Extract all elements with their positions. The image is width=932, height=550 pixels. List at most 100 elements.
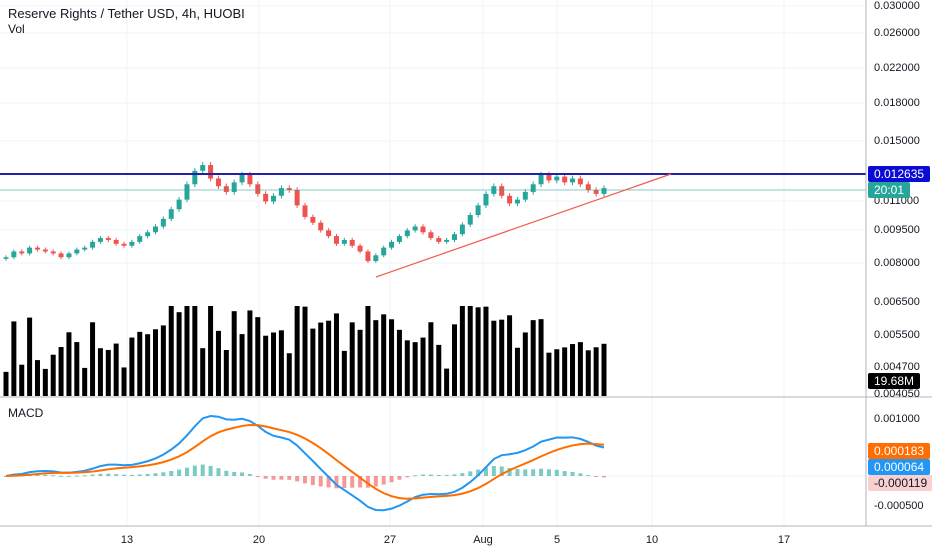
candle-body — [444, 239, 450, 242]
histogram-bar — [381, 476, 386, 485]
histogram-bar — [82, 475, 87, 477]
grid — [0, 0, 866, 526]
volume-bar — [247, 310, 253, 396]
volume-bar — [436, 344, 442, 396]
candle-body — [412, 226, 418, 231]
histogram-bar — [287, 476, 292, 480]
volume-bar — [255, 317, 261, 396]
volume-bar — [286, 353, 292, 396]
candle-body — [530, 184, 536, 192]
volume-bar — [160, 325, 166, 396]
price-tick: 0.011000 — [874, 195, 920, 207]
trendline[interactable] — [375, 173, 672, 278]
histogram-bar — [153, 473, 158, 476]
volume-bar — [483, 306, 489, 396]
volume-bar — [145, 334, 151, 396]
volume-bar — [113, 343, 119, 396]
candle-body — [593, 190, 599, 194]
candle-body — [459, 224, 465, 235]
histogram-bar — [114, 474, 119, 476]
histogram-bar — [365, 476, 370, 488]
candle-body — [286, 188, 292, 191]
price-tick: 0.006500 — [874, 296, 920, 308]
volume-bar — [365, 306, 371, 396]
candle-body — [74, 249, 80, 254]
candle-body — [381, 247, 387, 256]
histogram-bar — [515, 469, 520, 476]
candle-body — [82, 247, 88, 250]
price-tick: 0.004050 — [874, 388, 920, 400]
volume-bar — [357, 329, 363, 396]
macd-label: MACD — [8, 406, 44, 420]
volume-bar — [200, 348, 206, 396]
candle-body — [168, 209, 174, 219]
price-tick: 0.030000 — [874, 0, 920, 12]
histogram-bar — [43, 474, 48, 476]
candle-body — [554, 176, 560, 181]
histogram-bar — [578, 473, 583, 476]
volume-bar — [121, 367, 127, 396]
histogram-bar — [318, 476, 323, 487]
candle-body — [483, 193, 489, 206]
candle-body — [373, 255, 379, 262]
volume-bar — [19, 364, 25, 396]
candle-body — [475, 205, 481, 215]
histogram-bar — [232, 472, 237, 476]
candle-body — [90, 241, 96, 248]
volume-bar — [129, 337, 135, 396]
histogram-bar — [145, 473, 150, 476]
histogram-bar — [444, 474, 449, 476]
candle-body — [562, 176, 568, 183]
price-tick: 0.018000 — [874, 97, 920, 109]
macd-tick: 0.001000 — [874, 413, 920, 425]
volume-bar — [153, 329, 158, 396]
histogram-bar — [491, 466, 496, 476]
histogram-bar — [169, 470, 174, 476]
candle-body — [570, 178, 576, 183]
volume-bar — [27, 317, 33, 396]
candle-body — [34, 247, 40, 250]
candle-body — [153, 226, 158, 233]
histogram-bar — [129, 474, 134, 476]
candle-body — [66, 253, 72, 258]
histogram-bar — [90, 474, 95, 476]
candle-body — [200, 165, 206, 171]
volume-bar — [507, 315, 513, 396]
histogram-bar — [342, 476, 347, 488]
volume-bar — [373, 320, 379, 396]
histogram-bar — [4, 476, 8, 477]
volume-bar — [239, 334, 245, 396]
histogram-bar — [554, 469, 559, 476]
candle-body — [585, 184, 591, 191]
candle-body — [389, 241, 395, 248]
time-tick: 13 — [120, 534, 134, 546]
volume-bar — [208, 306, 214, 396]
candle-body — [404, 230, 410, 237]
volume-bar — [389, 319, 395, 396]
volume-bar — [278, 330, 284, 396]
histogram-bar — [586, 475, 591, 477]
price-tick: 0.005500 — [874, 329, 920, 341]
volume-bar — [585, 350, 591, 396]
time-tick: 27 — [383, 534, 397, 546]
volume-bar — [349, 322, 355, 396]
candle-body — [420, 226, 426, 233]
candle-body — [19, 251, 25, 254]
volume-bar — [577, 342, 583, 396]
volume-bar — [50, 354, 56, 396]
candle-body — [42, 249, 48, 252]
candle-body — [113, 239, 119, 244]
volume-bar — [74, 342, 80, 396]
histogram-bar — [436, 474, 441, 476]
candle-body — [27, 247, 33, 254]
volume-bar — [294, 306, 300, 396]
resistance-price-tag: 0.012635 — [868, 166, 931, 182]
volume-bar — [333, 313, 339, 396]
macd-tick: -0.000500 — [874, 500, 924, 512]
candle-body — [239, 174, 245, 183]
candle-body — [3, 257, 9, 259]
histogram-bar — [350, 476, 355, 488]
price-tick: 0.004700 — [874, 361, 920, 373]
volume-bar — [90, 322, 96, 396]
